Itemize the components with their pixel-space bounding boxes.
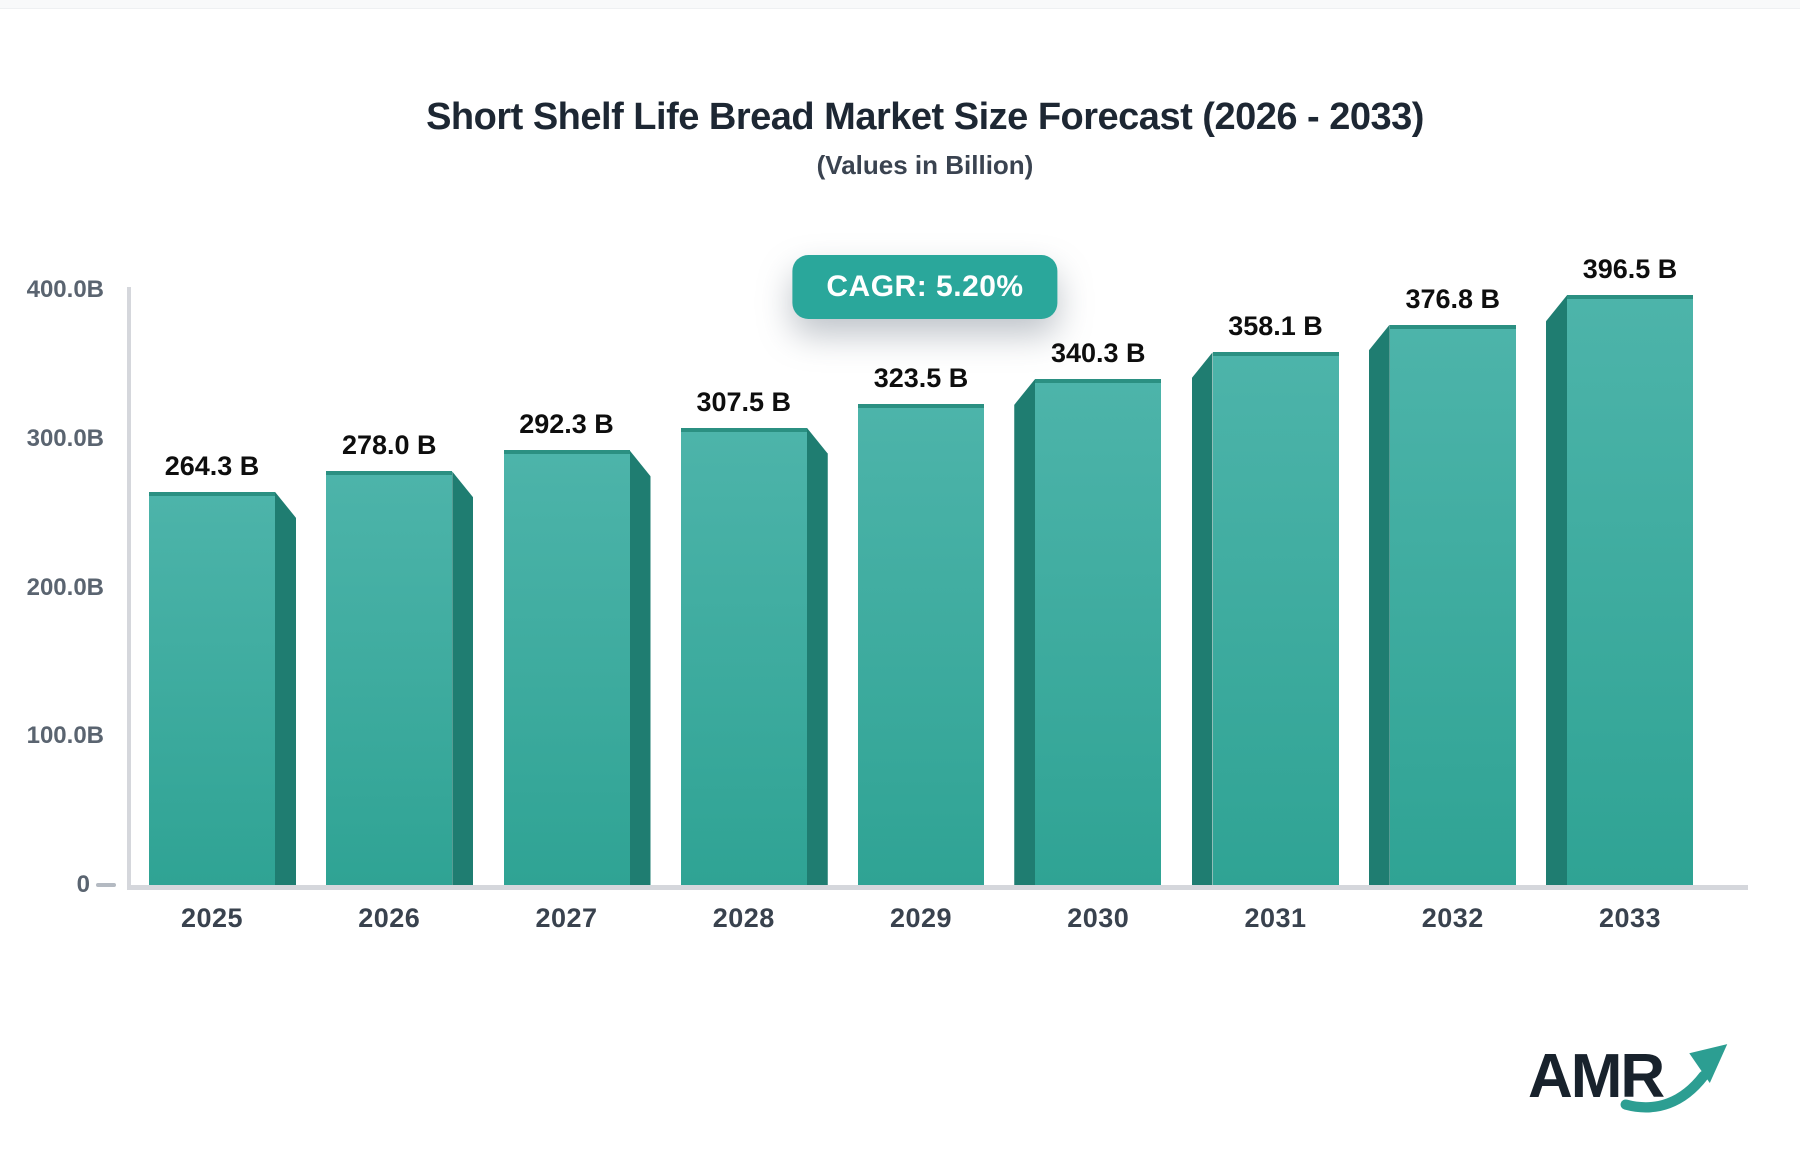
value-label-2025: 264.3 B (164, 450, 260, 481)
logo-text: AMR (1528, 1042, 1665, 1111)
bar-2033 (1567, 295, 1693, 885)
value-label-2029: 323.5 B (873, 362, 969, 393)
bar-top-edge (858, 403, 984, 408)
y-tick-label: 100.0B (26, 722, 104, 750)
value-label-2030: 340.3 B (1050, 337, 1146, 368)
bar-side-face (1191, 352, 1213, 885)
bar-top-edge (326, 471, 453, 476)
bar-top-edge (149, 491, 275, 496)
x-tick-label-2030: 2030 (1067, 903, 1130, 933)
x-tick-label-2031: 2031 (1244, 903, 1307, 933)
x-tick-label-2026: 2026 (358, 903, 421, 933)
bar-side-face (1014, 378, 1036, 885)
bar-2025 (149, 491, 275, 885)
bar-top-edge (680, 427, 807, 432)
top-strip (0, 0, 1800, 9)
x-tick-label-2027: 2027 (535, 903, 598, 933)
value-label-2027: 292.3 B (519, 409, 614, 440)
x-tick-label-2028: 2028 (712, 903, 775, 933)
chart-title: Short Shelf Life Bread Market Size Forec… (426, 96, 1424, 138)
y-tick-label: 0 (76, 871, 90, 898)
cagr-badge: CAGR: 5.20% (792, 255, 1058, 319)
value-label-2028: 307.5 B (696, 386, 792, 417)
bar-2026 (326, 471, 453, 885)
bar-top-edge (1035, 378, 1162, 383)
bar-2032 (1389, 324, 1516, 885)
bar-top-edge (1567, 295, 1693, 300)
bar-2031 (1212, 352, 1339, 885)
value-label-2032: 376.8 B (1405, 283, 1501, 314)
bar-side-face (806, 427, 828, 885)
plot-area: 400.0B 300.0B 200.0B 100.0B 0 264.3 B 2025 278.… (27, 254, 1750, 933)
bar-top-edge (1212, 352, 1339, 357)
x-axis-line (127, 885, 1748, 890)
x-tick-label-2032: 2032 (1421, 903, 1484, 933)
bar-2029 (858, 403, 984, 885)
value-label-2026: 278.0 B (341, 430, 437, 461)
bar-side-face (452, 471, 474, 885)
y-tick-label: 200.0B (26, 573, 104, 601)
x-tick-label-2029: 2029 (889, 903, 953, 933)
chart-subtitle: (Values in Billion) (816, 150, 1034, 180)
bar-top-edge (503, 450, 630, 455)
x-tick-label-2025: 2025 (180, 903, 244, 933)
bar-side-face (1546, 295, 1567, 885)
logo-arrow-icon (1620, 1044, 1728, 1113)
x-tick-label-2033: 2033 (1598, 903, 1662, 933)
bar-top-edge (1389, 324, 1516, 329)
bar-side-face (629, 450, 651, 885)
y-tick-label: 300.0B (26, 424, 104, 452)
zero-tick-mark (96, 883, 116, 887)
value-label-2031: 358.1 B (1228, 311, 1323, 342)
bar-2027 (503, 450, 630, 885)
y-axis-line (127, 287, 131, 888)
amr-logo: AMR (1528, 1035, 1778, 1125)
bar-side-face (1368, 324, 1390, 885)
bar-2028 (680, 427, 807, 885)
bar-2030 (1035, 378, 1162, 885)
value-label-2033: 396.5 B (1582, 254, 1678, 285)
y-tick-label: 400.0B (26, 276, 104, 303)
bar-side-face (275, 491, 296, 885)
